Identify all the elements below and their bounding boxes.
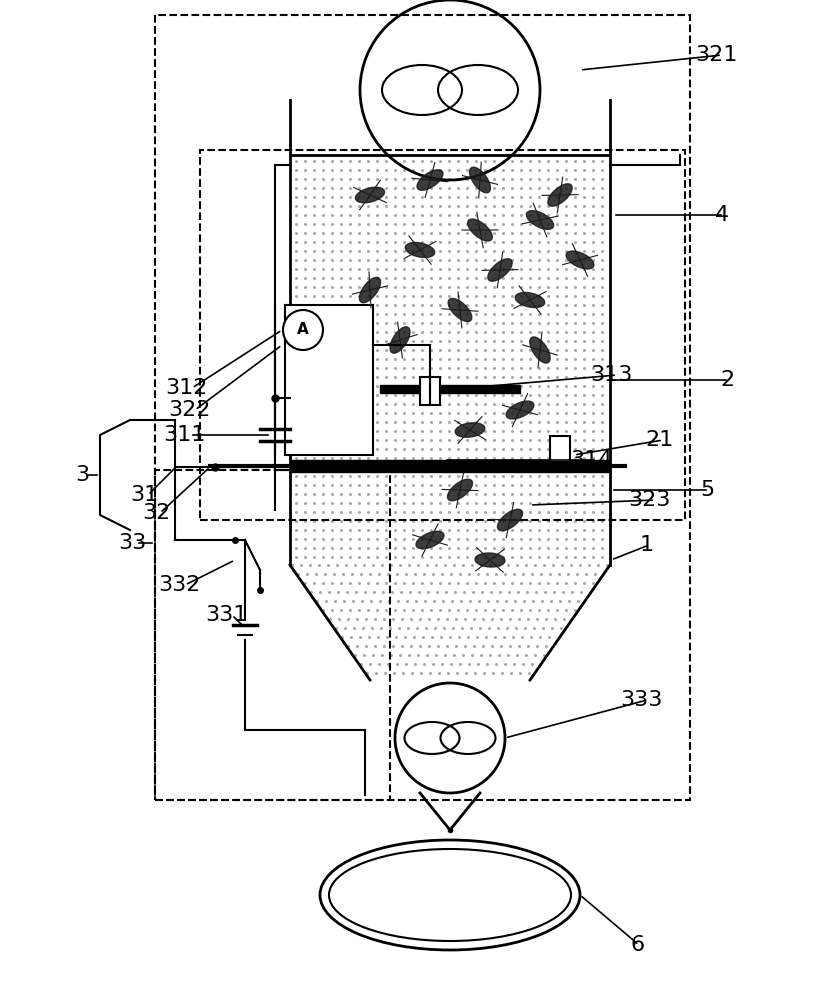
Polygon shape [527,211,554,229]
Text: 331: 331 [205,605,247,625]
Polygon shape [468,219,492,241]
Text: 32: 32 [142,503,171,523]
Text: 312: 312 [165,378,207,398]
Polygon shape [488,259,512,281]
Polygon shape [416,531,444,549]
Polygon shape [530,337,550,363]
Text: 314: 314 [570,450,612,470]
Polygon shape [390,327,410,353]
Polygon shape [566,251,594,269]
Text: 333: 333 [620,690,663,710]
Polygon shape [470,167,491,193]
Text: 4: 4 [715,205,729,225]
Text: 33: 33 [118,533,146,553]
Polygon shape [360,277,381,303]
Polygon shape [355,187,385,203]
Polygon shape [449,298,472,322]
Text: 3: 3 [75,465,89,485]
Polygon shape [507,401,534,419]
Circle shape [283,310,323,350]
Text: 6: 6 [630,935,644,955]
Bar [200,150,685,520]
Polygon shape [475,553,505,567]
Polygon shape [515,292,544,308]
Circle shape [395,683,505,793]
Text: 2: 2 [720,370,734,390]
Text: 21: 21 [645,430,673,450]
Text: 313: 313 [590,365,633,385]
Polygon shape [497,509,522,531]
Text: 5: 5 [700,480,714,500]
Polygon shape [417,170,443,190]
Polygon shape [405,242,434,257]
Bar [290,460,610,472]
Text: A: A [297,322,309,338]
Text: 311: 311 [163,425,205,445]
Bar [155,15,690,800]
Text: 1: 1 [640,535,654,555]
Polygon shape [548,184,572,206]
Bar [420,377,440,405]
Bar [380,385,520,393]
Bar [550,436,570,462]
Polygon shape [448,479,473,501]
Polygon shape [455,423,485,437]
Text: 322: 322 [168,400,210,420]
Bar [155,470,390,800]
Text: 323: 323 [628,490,670,510]
Bar [285,305,373,455]
Text: 31: 31 [130,485,158,505]
Text: 332: 332 [158,575,201,595]
Text: 321: 321 [695,45,738,65]
